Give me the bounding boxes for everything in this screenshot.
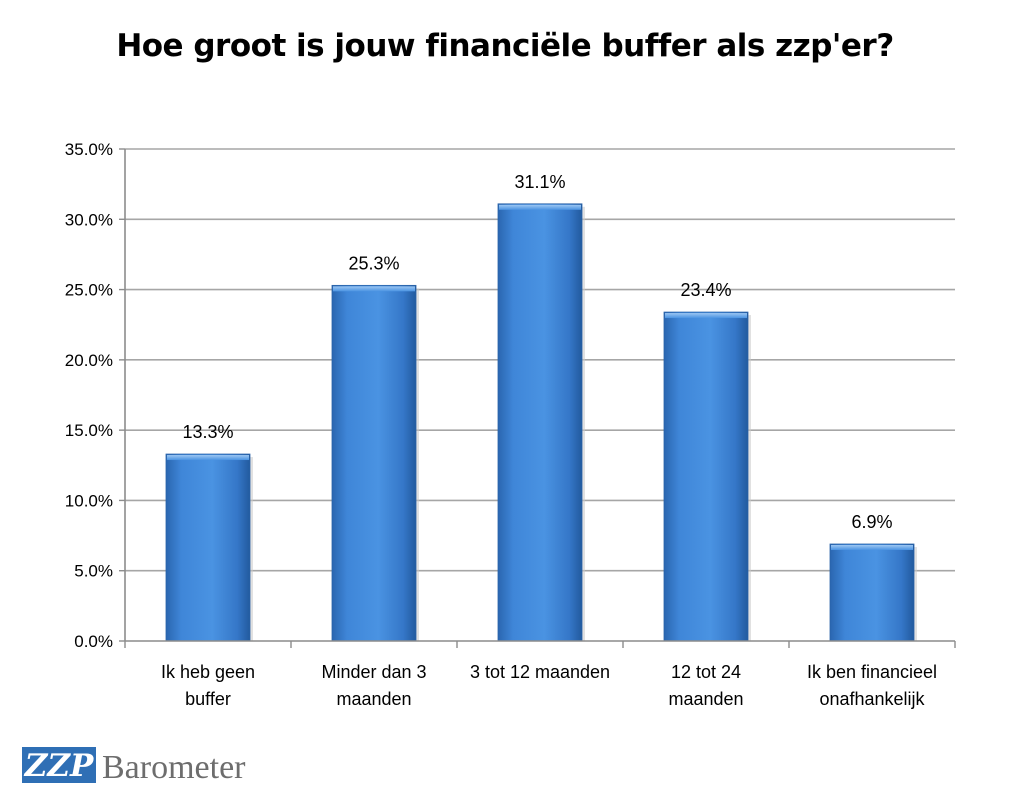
x-tick-label-line: 12 tot 24	[671, 662, 741, 682]
x-tick-label: 3 tot 12 maanden	[470, 662, 610, 682]
x-tick-label-line: Ik heb geen	[161, 662, 255, 682]
x-tick-label: 12 tot 24 maanden	[668, 662, 743, 709]
data-label: 25.3%	[348, 253, 399, 273]
x-tick-label-line: onafhankelijk	[819, 689, 925, 709]
bar	[331, 284, 417, 642]
y-tick-label: 20.0%	[65, 351, 113, 370]
bar	[497, 203, 583, 642]
x-tick-label-line: maanden	[336, 689, 411, 709]
bar-top-highlight	[665, 313, 747, 319]
logo-mark-text: ZZP	[23, 748, 95, 784]
data-label: 23.4%	[680, 280, 731, 300]
bar-top-highlight	[167, 455, 249, 461]
y-tick-label: 35.0%	[65, 140, 113, 159]
bar	[829, 543, 915, 642]
x-tick-label: Minder dan 3 maanden	[321, 662, 426, 709]
x-tick-label: Ik ben financieel onafhankelijk	[807, 662, 937, 709]
bar-top-highlight	[499, 204, 581, 210]
x-tick-label-line: Minder dan 3	[321, 662, 426, 682]
x-tick-label: Ik heb geen buffer	[161, 662, 255, 709]
data-label: 13.3%	[182, 422, 233, 442]
y-tick-label: 10.0%	[65, 491, 113, 510]
bar	[165, 453, 251, 642]
chart-title: Hoe groot is jouw financiële buffer als …	[116, 28, 894, 64]
data-label: 6.9%	[851, 512, 892, 532]
x-tick-label-line: 3 tot 12 maanden	[470, 662, 610, 682]
y-tick-label: 15.0%	[65, 421, 113, 440]
bar-top-highlight	[831, 545, 913, 551]
y-tick-label: 5.0%	[74, 562, 113, 581]
bar-top-highlight	[333, 286, 415, 292]
zzp-barometer-logo: ZZP Barometer	[22, 744, 322, 786]
x-tick-label-line: maanden	[668, 689, 743, 709]
logo-wordmark: Barometer	[102, 749, 246, 786]
x-tick-label-line: buffer	[185, 689, 231, 709]
logo-graphic: ZZP Barometer	[22, 747, 246, 786]
logo-mark-background	[22, 747, 96, 783]
x-tick-label-line: Ik ben financieel	[807, 662, 937, 682]
y-tick-label: 25.0%	[65, 281, 113, 300]
y-tick-label: 30.0%	[65, 210, 113, 229]
bar	[663, 311, 749, 642]
y-tick-label: 0.0%	[74, 632, 113, 651]
data-label: 31.1%	[514, 172, 565, 192]
